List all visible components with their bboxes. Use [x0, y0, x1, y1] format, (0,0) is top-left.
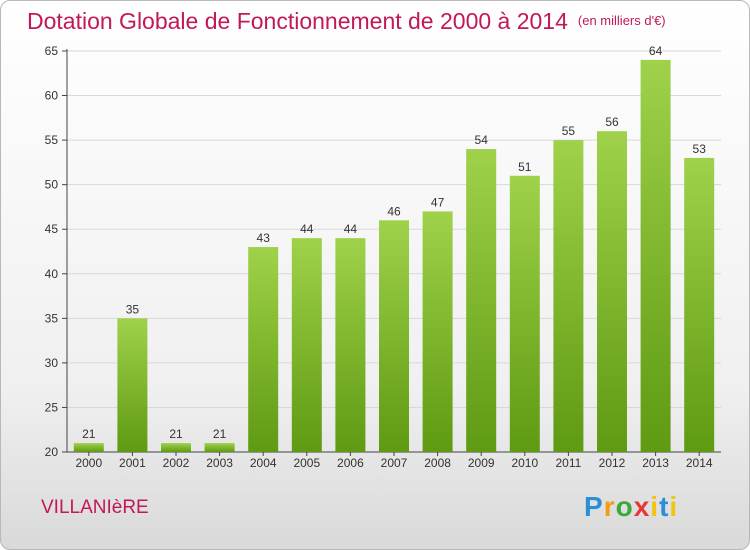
x-tick-label-2004: 2004 [250, 456, 277, 470]
bar-2001 [117, 318, 148, 452]
bar-2000 [73, 443, 104, 452]
commune-name: VILLANIèRE [41, 497, 149, 518]
x-tick-label-2003: 2003 [206, 456, 233, 470]
x-tick-label-2000: 2000 [75, 456, 102, 470]
data-label-2002: 21 [169, 427, 183, 441]
y-tick-label: 20 [45, 445, 59, 459]
data-label-2000: 21 [82, 427, 96, 441]
y-tick-label: 50 [45, 178, 59, 192]
data-label-2003: 21 [213, 427, 227, 441]
bar-2002 [161, 443, 191, 452]
data-label-2006: 44 [344, 222, 358, 236]
bar-2012 [597, 131, 627, 452]
data-label-2014: 53 [693, 142, 707, 156]
x-tick-label-2005: 2005 [293, 456, 320, 470]
data-label-2011: 55 [562, 124, 576, 138]
data-label-2007: 46 [387, 204, 401, 218]
data-label-2009: 54 [475, 133, 489, 147]
bar-2004 [248, 247, 279, 452]
bar-2005 [291, 238, 322, 452]
x-tick-label-2006: 2006 [337, 456, 364, 470]
x-tick-label-2007: 2007 [381, 456, 408, 470]
y-tick-label: 30 [45, 356, 59, 370]
chart-title: Dotation Globale de Fonctionnement de 20… [27, 8, 568, 34]
data-label-2013: 64 [649, 44, 663, 58]
bar-2009 [466, 149, 497, 452]
x-tick-label-2001: 2001 [119, 456, 146, 470]
data-label-2004: 43 [257, 231, 271, 245]
y-tick-label: 45 [45, 222, 59, 236]
data-label-2001: 35 [126, 302, 140, 316]
data-label-2012: 56 [605, 115, 619, 129]
chart-subtitle: (en milliers d'€) [577, 13, 666, 28]
y-tick-label: 60 [45, 89, 59, 103]
proxiti-logo: Proxiti [584, 491, 679, 522]
data-label-2008: 47 [431, 195, 445, 209]
x-tick-label-2013: 2013 [642, 456, 669, 470]
bar-2006 [335, 238, 366, 452]
y-tick-label: 40 [45, 267, 59, 281]
bar-2013 [640, 59, 671, 453]
x-tick-label-2002: 2002 [163, 456, 190, 470]
x-tick-label-2014: 2014 [686, 456, 713, 470]
bar-2007 [379, 220, 409, 452]
y-tick-label: 25 [45, 400, 59, 414]
chart-title-block: Dotation Globale de Fonctionnement de 20… [27, 8, 666, 35]
data-label-2010: 51 [518, 160, 532, 174]
y-tick-label: 35 [45, 311, 59, 325]
x-tick-label-2009: 2009 [468, 456, 495, 470]
bar-2011 [553, 140, 584, 452]
bar-2003 [204, 443, 235, 452]
x-tick-label-2011: 2011 [555, 456, 581, 470]
y-tick-label: 65 [45, 44, 59, 58]
data-label-2005: 44 [300, 222, 314, 236]
x-tick-label-2012: 2012 [599, 456, 626, 470]
x-tick-label-2008: 2008 [424, 456, 451, 470]
x-tick-label-2010: 2010 [511, 456, 538, 470]
bar-2014 [684, 157, 715, 452]
y-tick-label: 55 [45, 133, 59, 147]
bar-2010 [509, 175, 540, 452]
bar-2008 [422, 211, 453, 452]
